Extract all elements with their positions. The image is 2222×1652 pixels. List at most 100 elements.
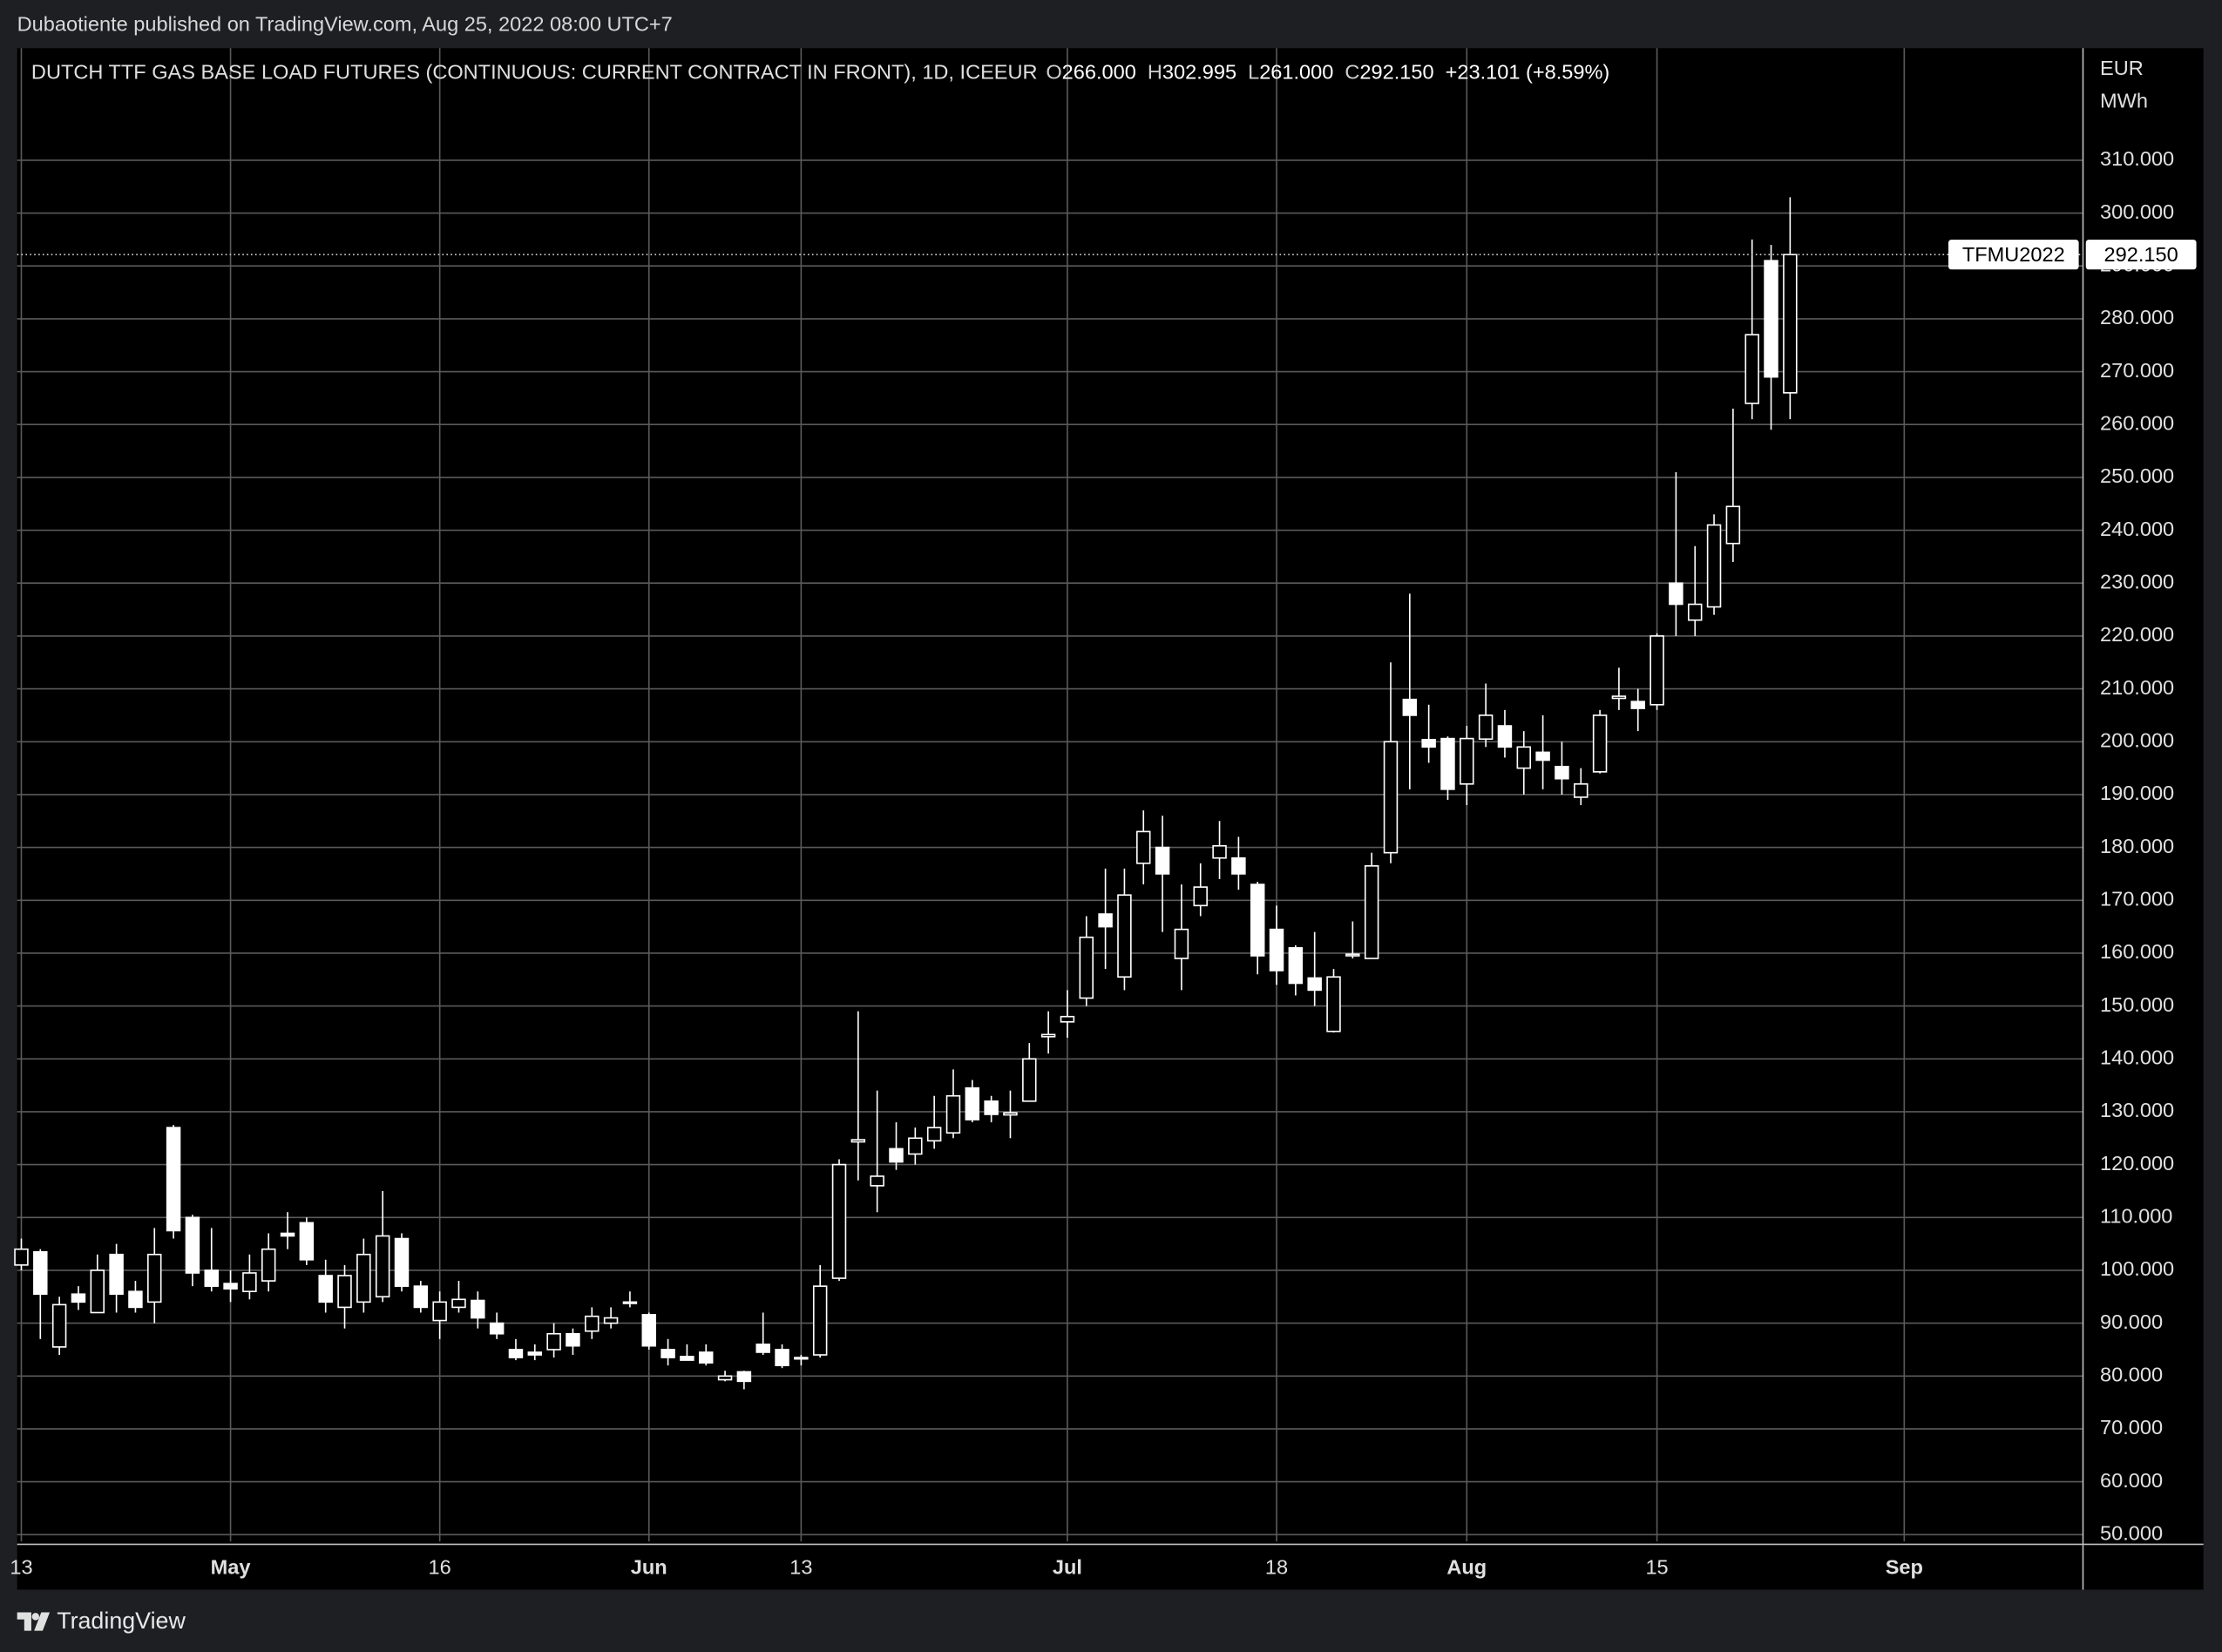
candle-body bbox=[280, 1232, 295, 1237]
candle-body bbox=[945, 1094, 961, 1134]
chart-panel bbox=[17, 48, 2204, 1590]
x-tick-label: 13 bbox=[789, 1555, 812, 1578]
ohlc-value: 266.000 bbox=[1062, 61, 1136, 84]
candle-body bbox=[1250, 884, 1265, 957]
ohlc-key: H bbox=[1148, 61, 1162, 84]
logo-shape bbox=[17, 1612, 51, 1631]
candle-body bbox=[1040, 1033, 1056, 1038]
ohlc-key: L bbox=[1248, 61, 1259, 84]
y-tick-label: 190.000 bbox=[2100, 782, 2174, 804]
candle-body bbox=[889, 1148, 904, 1163]
candle-body bbox=[337, 1275, 352, 1309]
candle-body bbox=[622, 1301, 638, 1304]
candle-body bbox=[71, 1293, 86, 1303]
x-tick-label: Sep bbox=[1886, 1555, 1923, 1578]
candle-body bbox=[1440, 737, 1455, 790]
candle-body bbox=[755, 1344, 770, 1353]
candle-body bbox=[1136, 830, 1151, 864]
candle-body bbox=[1687, 603, 1703, 621]
candle-body bbox=[1288, 947, 1304, 985]
y-tick-label: 200.000 bbox=[2100, 728, 2174, 751]
candle-body bbox=[1117, 894, 1132, 978]
y-tick-label: 90.000 bbox=[2100, 1310, 2163, 1333]
candle-body bbox=[242, 1272, 257, 1293]
candle-body bbox=[33, 1250, 48, 1296]
y-tick-label: 280.000 bbox=[2100, 306, 2174, 328]
candle-body bbox=[926, 1127, 942, 1142]
candle-body bbox=[51, 1303, 67, 1348]
candle-body bbox=[812, 1285, 828, 1356]
candle-body bbox=[413, 1285, 429, 1309]
publisher-line: Dubaotiente published on TradingView.com… bbox=[17, 12, 673, 35]
y-tick-label: 160.000 bbox=[2100, 940, 2174, 963]
ohlc-value: 292.150 bbox=[1359, 61, 1433, 84]
x-tick-label: 13 bbox=[10, 1555, 32, 1578]
y-tick-label: 270.000 bbox=[2100, 359, 2174, 382]
y-tick-label: 180.000 bbox=[2100, 835, 2174, 857]
candle-body bbox=[109, 1253, 124, 1296]
ohlc-key: C bbox=[1345, 61, 1359, 84]
y-tick-label: 210.000 bbox=[2100, 676, 2174, 699]
candle-body bbox=[1193, 886, 1208, 907]
candles bbox=[14, 197, 1798, 1390]
candle-body bbox=[318, 1275, 333, 1303]
unit-label: EUR bbox=[2100, 57, 2144, 79]
candle-body bbox=[1535, 751, 1550, 762]
candle-body bbox=[1764, 260, 1778, 378]
candle-body bbox=[850, 1139, 866, 1143]
candle-body bbox=[870, 1175, 884, 1187]
candle-body bbox=[128, 1290, 143, 1309]
x-tick-label: 18 bbox=[1265, 1555, 1288, 1578]
unit-label: MWh bbox=[2100, 89, 2148, 112]
candle-body bbox=[471, 1299, 485, 1319]
candle-body bbox=[603, 1317, 619, 1324]
candle-body bbox=[585, 1315, 600, 1332]
y-tick-label: 130.000 bbox=[2100, 1099, 2174, 1121]
y-tick-label: 300.000 bbox=[2100, 200, 2174, 223]
y-tick-label: 310.000 bbox=[2100, 147, 2174, 170]
candle-body bbox=[451, 1298, 466, 1309]
x-tick-label: Aug bbox=[1446, 1555, 1487, 1578]
candle-body bbox=[261, 1248, 276, 1282]
candle-body bbox=[546, 1332, 561, 1351]
candle-body bbox=[299, 1222, 315, 1261]
candle-body bbox=[794, 1357, 809, 1360]
candle-body bbox=[1611, 695, 1627, 700]
candle-body bbox=[965, 1087, 980, 1121]
overlay: TFMU2022 bbox=[17, 240, 2083, 270]
legend-title: DUTCH TTF GAS BASE LOAD FUTURES (CONTINU… bbox=[31, 61, 1038, 84]
candle-body bbox=[1364, 865, 1379, 959]
candle-body bbox=[375, 1235, 390, 1298]
x-tick-label: 16 bbox=[429, 1555, 451, 1578]
candle-body bbox=[680, 1356, 694, 1361]
y-tick-label: 140.000 bbox=[2100, 1046, 2174, 1068]
candle-body bbox=[1060, 1015, 1075, 1023]
candle-body bbox=[1269, 928, 1284, 972]
logo-dot bbox=[31, 1613, 40, 1621]
ohlc-value: 302.995 bbox=[1162, 61, 1236, 84]
y-tick-label: 110.000 bbox=[2100, 1204, 2172, 1227]
candle-body bbox=[508, 1349, 524, 1358]
candle-body bbox=[432, 1301, 447, 1322]
candle-body bbox=[14, 1248, 29, 1266]
x-tick-label: May bbox=[211, 1555, 251, 1578]
last-price-box bbox=[2085, 240, 2197, 270]
ohlc-key: O bbox=[1046, 61, 1061, 84]
candle-body bbox=[1022, 1058, 1037, 1102]
candle-body bbox=[641, 1314, 656, 1347]
y-tick-label: 100.000 bbox=[2100, 1257, 2174, 1280]
candle-body bbox=[699, 1351, 714, 1364]
candle-body bbox=[1003, 1112, 1018, 1116]
y-tick-label: 170.000 bbox=[2100, 887, 2174, 910]
x-tick-label: Jun bbox=[631, 1555, 667, 1578]
candle-body bbox=[185, 1216, 200, 1274]
last-price-label: 292.150 bbox=[2104, 243, 2178, 266]
brand-logo bbox=[17, 1612, 51, 1631]
x-tick-label: Jul bbox=[1053, 1555, 1082, 1578]
candle-body bbox=[1231, 856, 1246, 875]
candle-body bbox=[1174, 928, 1189, 959]
y-tick-label: 260.000 bbox=[2100, 411, 2174, 434]
candle-body bbox=[1383, 741, 1399, 854]
candle-body bbox=[1155, 846, 1170, 875]
